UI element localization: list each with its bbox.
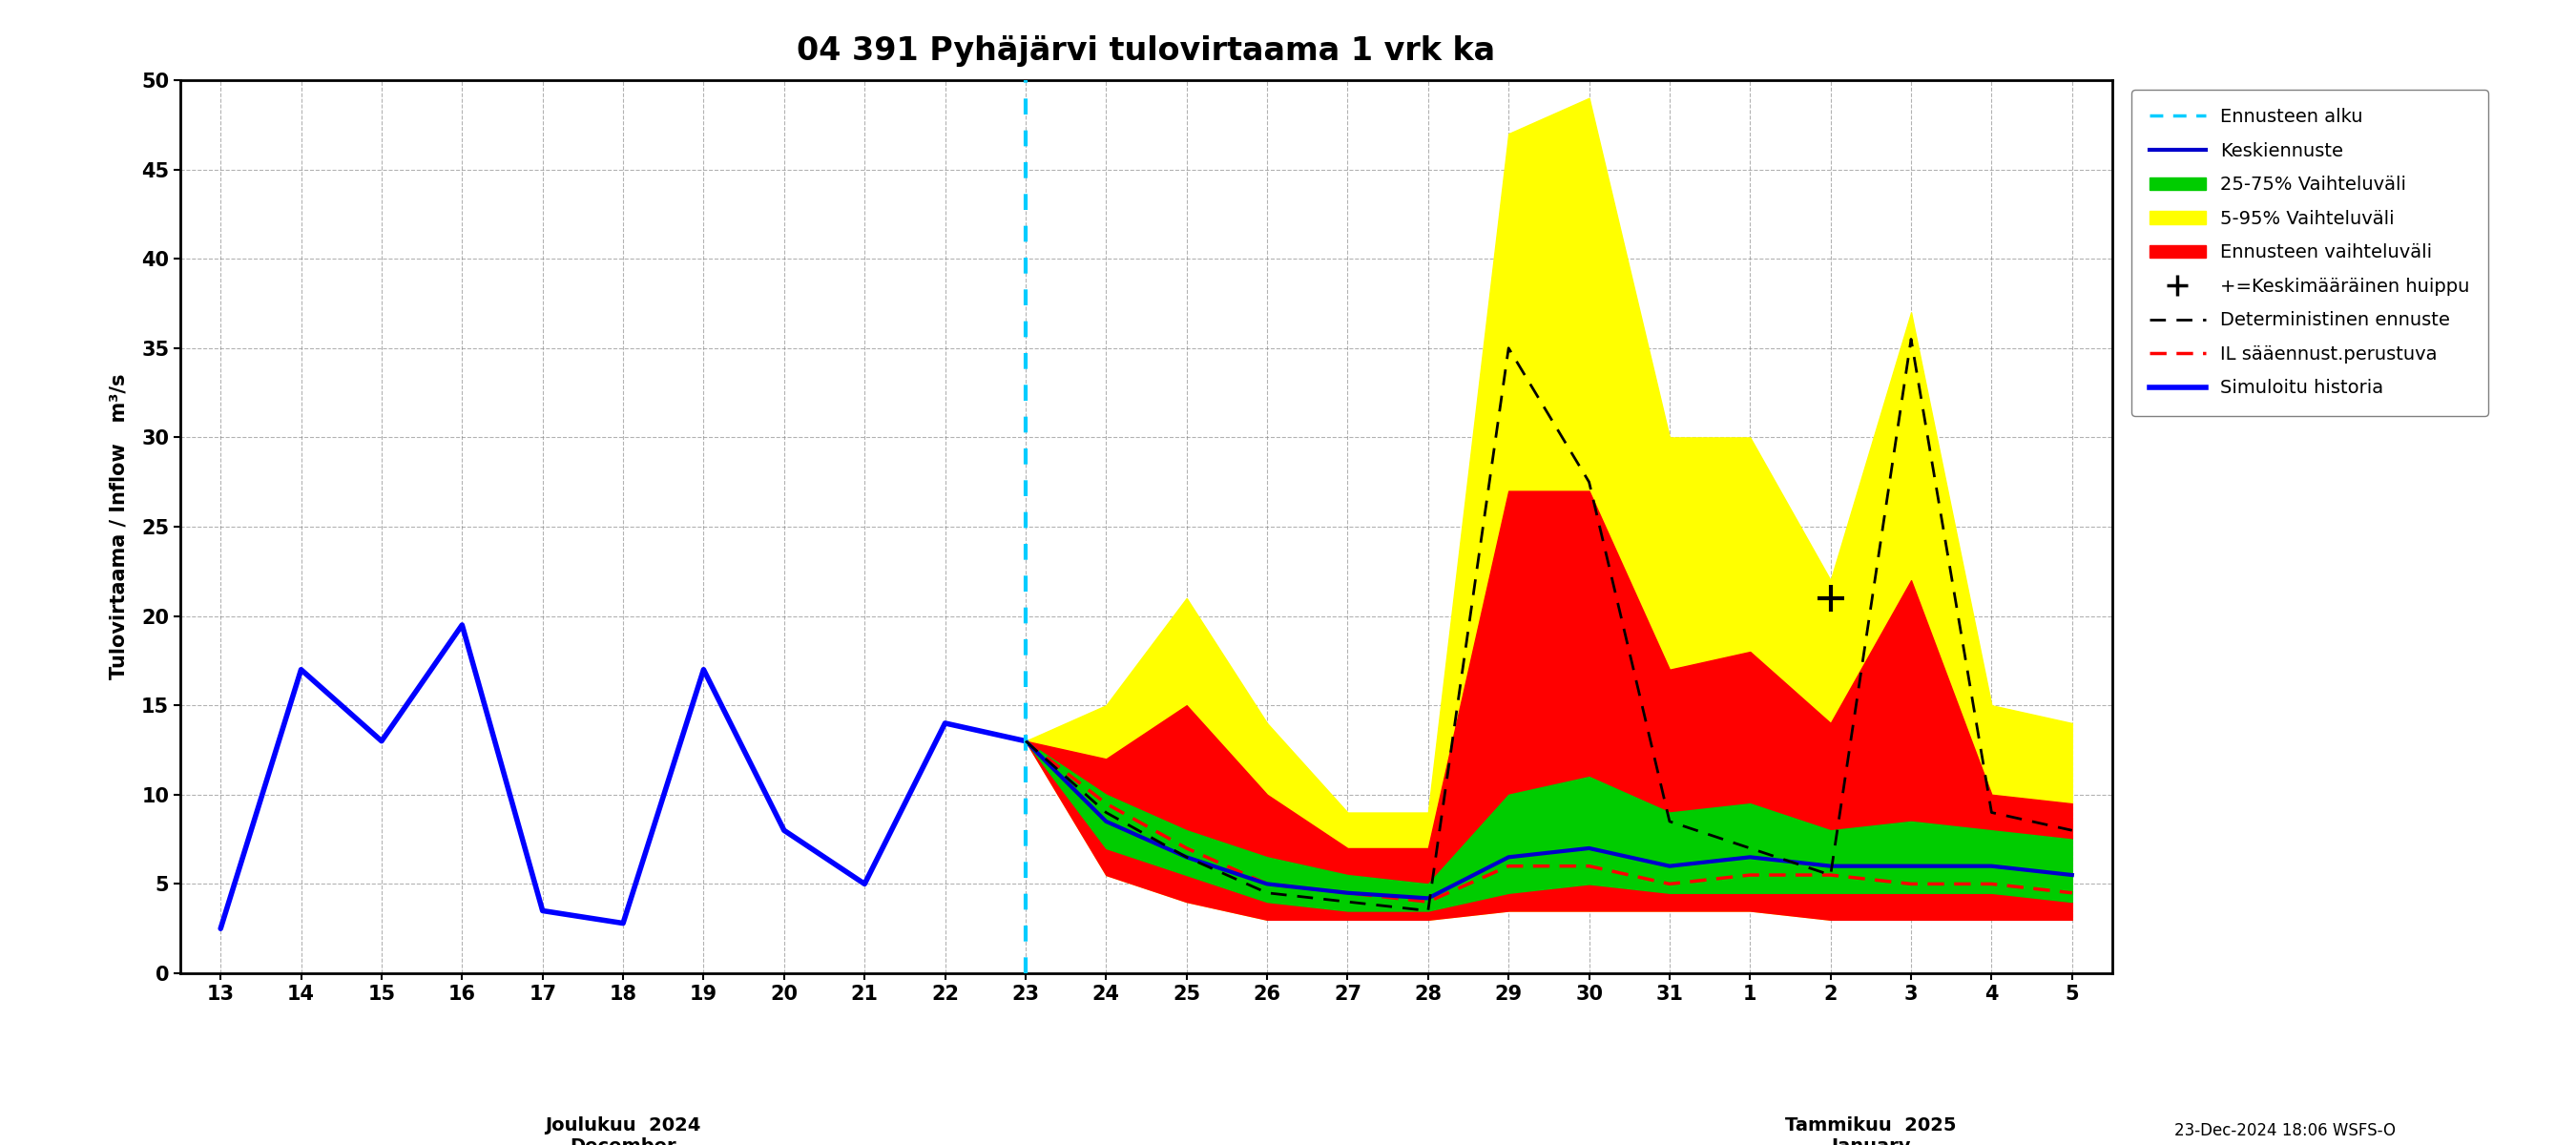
Legend: Ennusteen alku, Keskiennuste, 25-75% Vaihteluväli, 5-95% Vaihteluväli, Ennusteen: Ennusteen alku, Keskiennuste, 25-75% Vai… (2130, 89, 2488, 416)
Text: 23-Dec-2024 18:06 WSFS-O: 23-Dec-2024 18:06 WSFS-O (2174, 1122, 2396, 1139)
Y-axis label: Tulovirtaama / Inflow   m³/s: Tulovirtaama / Inflow m³/s (108, 373, 129, 680)
Title: 04 391 Pyhäjärvi tulovirtaama 1 vrk ka: 04 391 Pyhäjärvi tulovirtaama 1 vrk ka (796, 35, 1497, 66)
Text: Joulukuu  2024
December: Joulukuu 2024 December (546, 1116, 701, 1145)
Text: Tammikuu  2025
January: Tammikuu 2025 January (1785, 1116, 1955, 1145)
